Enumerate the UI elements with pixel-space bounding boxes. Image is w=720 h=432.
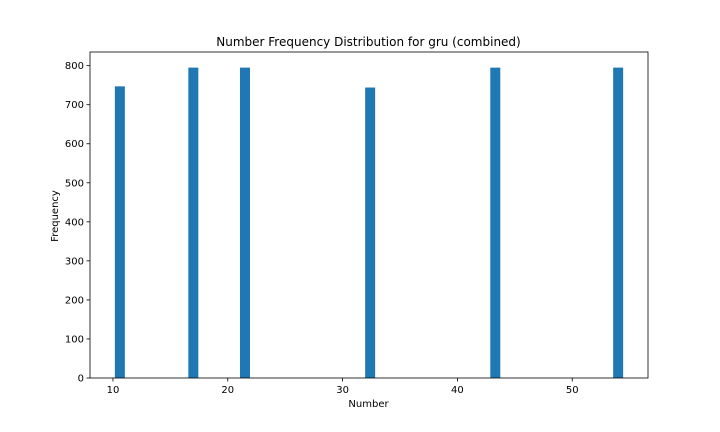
- bar-6: [613, 67, 624, 379]
- x-axis-label: Number: [348, 399, 389, 410]
- x-tick-label: 30: [336, 385, 349, 396]
- plot-area-frame: [89, 51, 649, 379]
- y-tick-label: 300: [65, 256, 84, 267]
- y-axis-label: Frequency: [50, 190, 61, 242]
- y-tick-label: 400: [65, 217, 84, 228]
- chart-title: Number Frequency Distribution for gru (c…: [216, 35, 520, 49]
- y-tick-label: 600: [65, 139, 84, 150]
- y-tick-label: 100: [65, 334, 84, 345]
- x-tick-label: 50: [566, 385, 579, 396]
- bar-5: [490, 67, 501, 379]
- bar-group: [114, 67, 624, 379]
- y-tick-label: 500: [65, 178, 84, 189]
- x-axis-ticks: 10 20 30 40 50: [107, 378, 579, 396]
- bar-4: [365, 87, 376, 379]
- y-tick-label: 800: [65, 61, 84, 72]
- y-axis-ticks: 0 100 200 300 400 500 600 700 800: [65, 61, 90, 385]
- bar-1: [114, 86, 125, 379]
- x-tick-label: 20: [221, 385, 234, 396]
- bar-2: [188, 67, 199, 379]
- x-tick-label: 40: [451, 385, 464, 396]
- x-tick-label: 10: [107, 385, 120, 396]
- bar-3: [240, 67, 250, 379]
- y-tick-label: 200: [65, 295, 84, 306]
- y-tick-label: 700: [65, 100, 84, 111]
- y-tick-label: 0: [78, 374, 84, 385]
